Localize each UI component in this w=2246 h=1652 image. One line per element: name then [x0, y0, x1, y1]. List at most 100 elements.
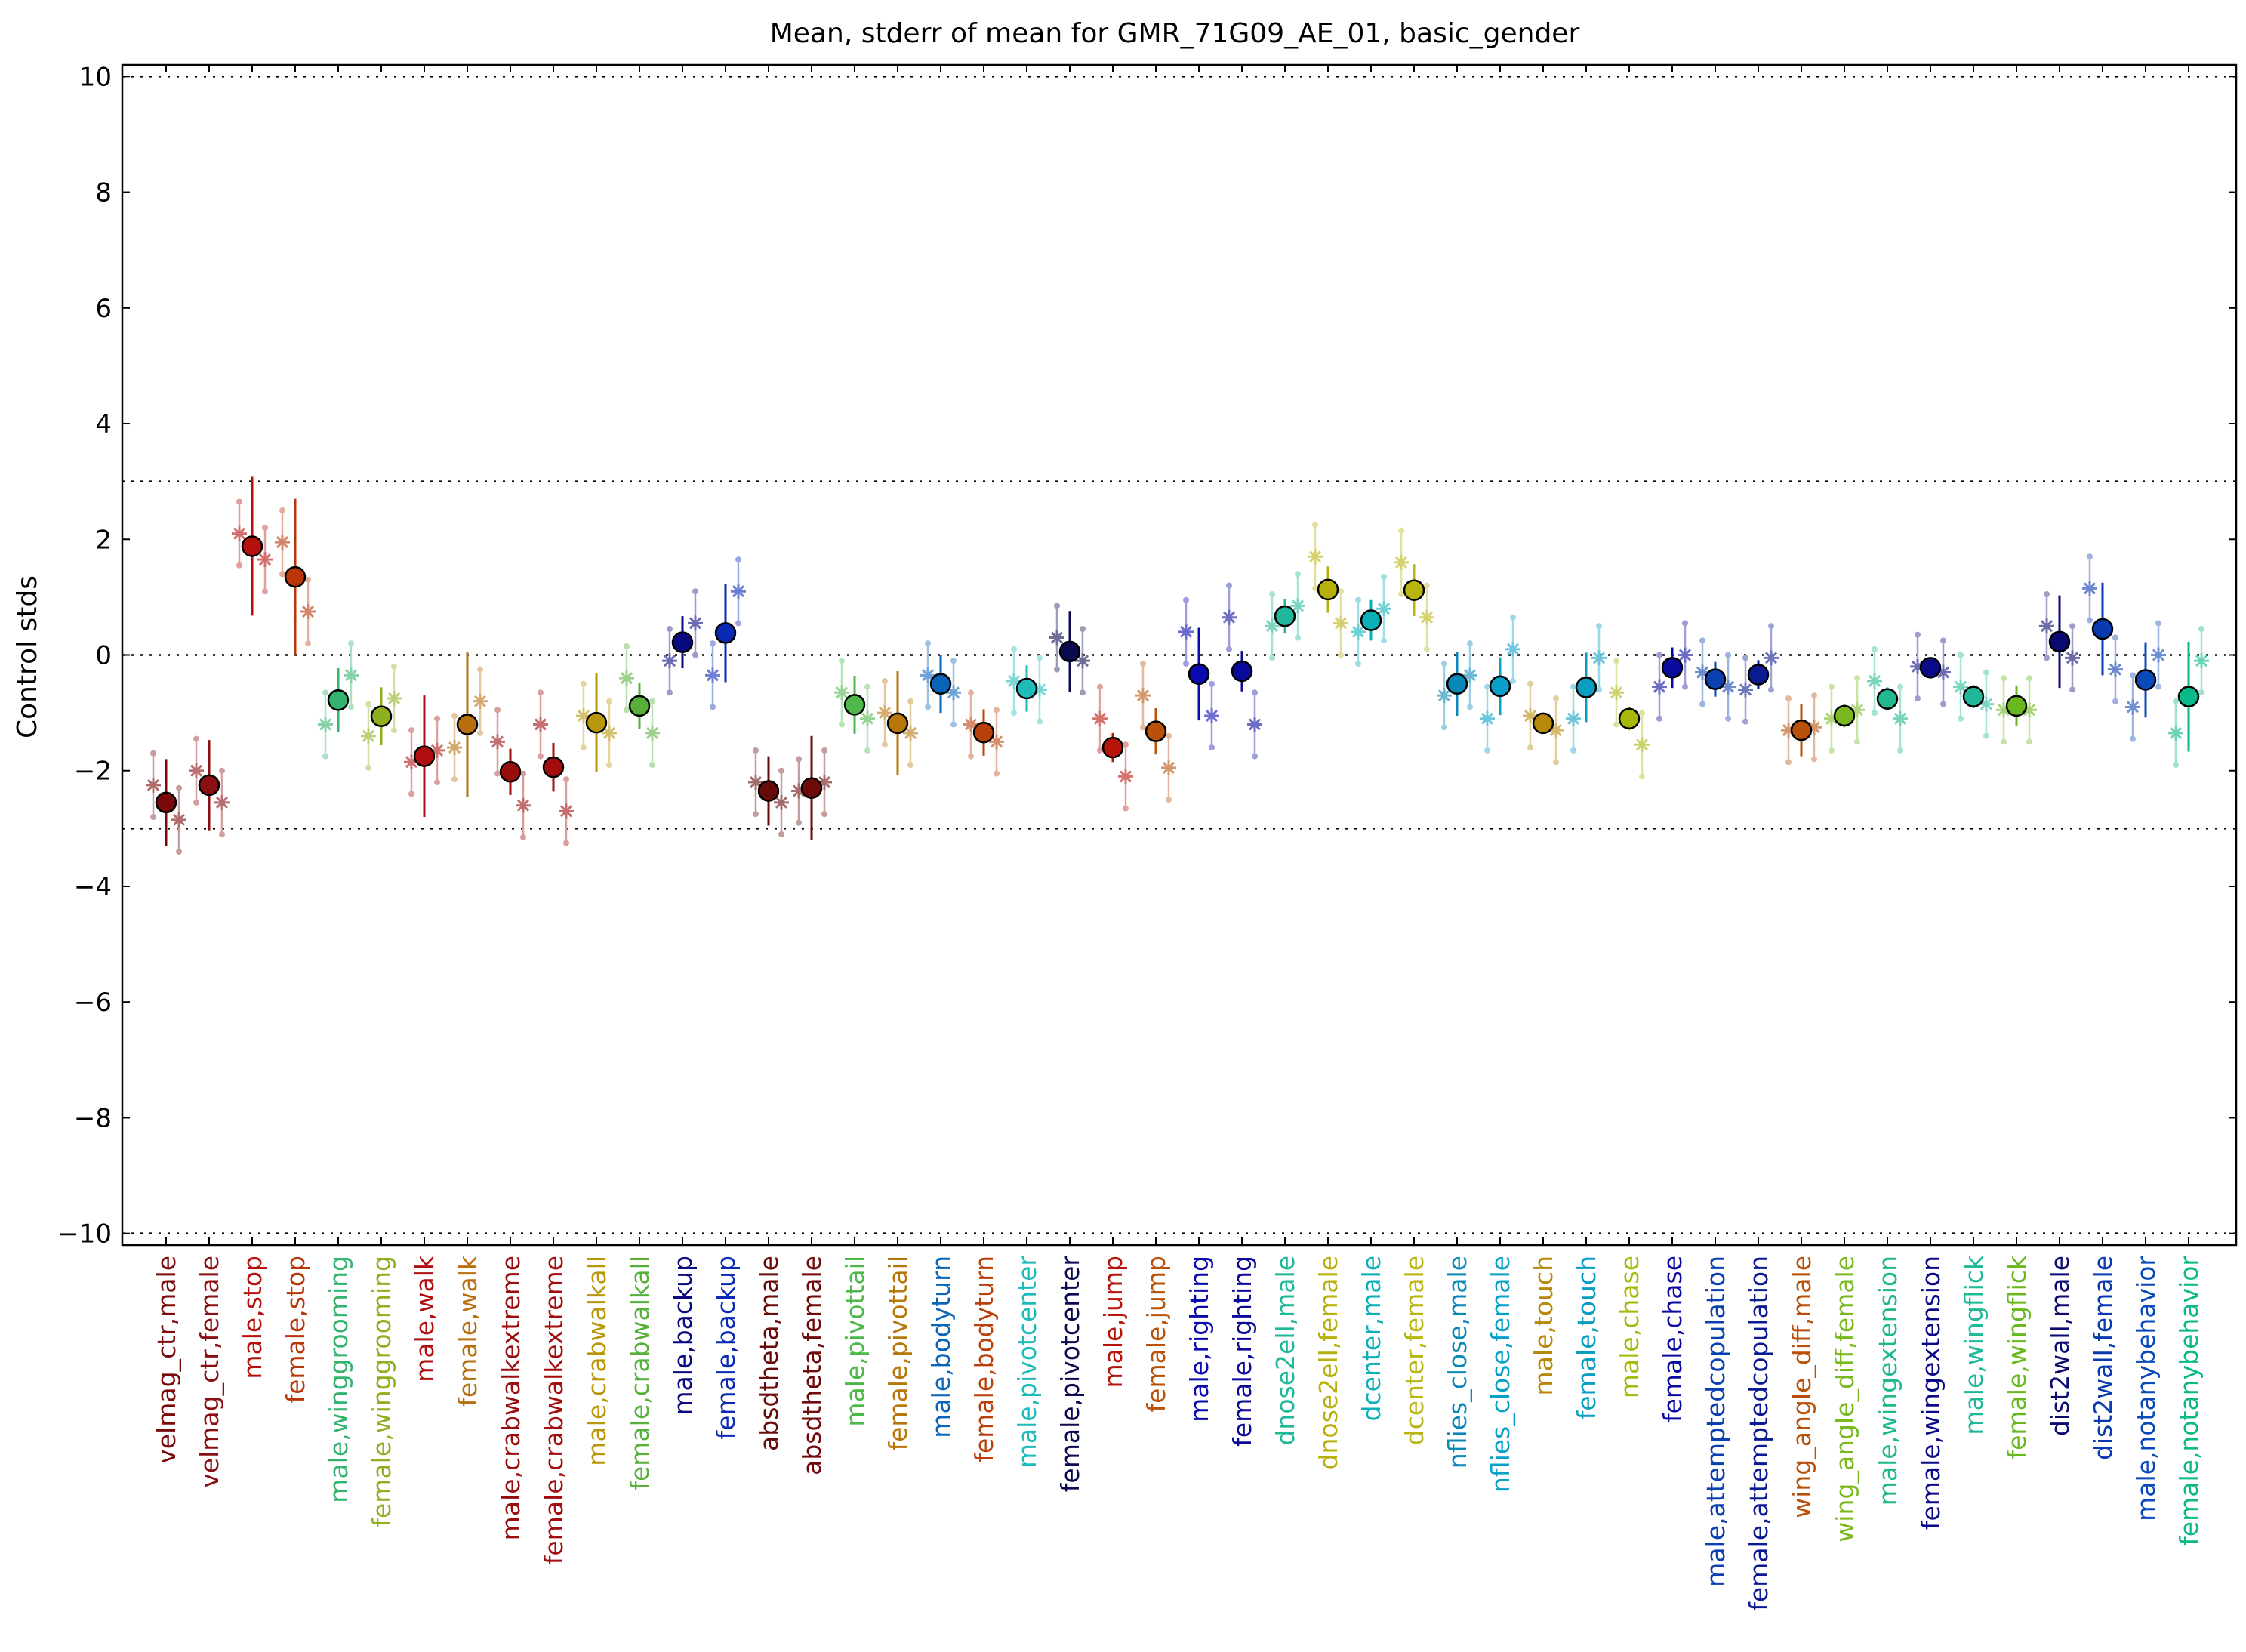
star-errorbar-cap: [408, 791, 414, 797]
star-marker: [1505, 641, 1520, 657]
star-marker: [533, 717, 548, 732]
mean-point: [2005, 695, 2028, 717]
star-errorbar-cap: [649, 698, 655, 704]
star-marker: [731, 584, 746, 599]
x-tick-label: male,touch: [1529, 1256, 1558, 1395]
star-marker: [361, 728, 376, 744]
star-errorbar-cap: [1854, 738, 1860, 745]
x-tick-label: male,attemptedcopulation: [1701, 1256, 1730, 1587]
mean-point: [1058, 640, 1081, 663]
star-errorbar-cap: [1183, 596, 1189, 603]
y-tick-label: 0: [95, 641, 112, 671]
star-errorbar-cap: [2112, 634, 2118, 641]
mean-point: [155, 791, 177, 814]
star-marker: [1850, 702, 1865, 718]
star-marker: [791, 783, 806, 799]
star-marker: [1634, 737, 1650, 753]
star-marker: [1290, 598, 1305, 614]
star-marker: [318, 717, 333, 732]
star-errorbar-cap: [1054, 666, 1060, 673]
star-errorbar-cap: [1484, 683, 1490, 690]
mean-point: [1489, 675, 1511, 698]
x-tick-label: female,jump: [1141, 1256, 1171, 1412]
star-errorbar-cap: [968, 689, 974, 696]
x-tick-label: male,walk: [410, 1255, 439, 1382]
star-marker: [1591, 650, 1607, 666]
star-errorbar-cap: [882, 741, 888, 748]
star-errorbar-cap: [1570, 683, 1576, 690]
x-tick-label: dist2wall,male: [2045, 1256, 2075, 1436]
star-errorbar-cap: [1123, 805, 1129, 812]
star-errorbar-cap: [2087, 553, 2093, 560]
star-errorbar-cap: [1209, 744, 1215, 751]
star-errorbar-cap: [2173, 762, 2179, 769]
mean-point: [886, 712, 909, 735]
star-errorbar-cap: [1166, 797, 1172, 803]
star-errorbar-cap: [279, 571, 285, 578]
star-errorbar-cap: [1682, 620, 1688, 627]
star-errorbar-cap: [1854, 675, 1860, 682]
star-marker: [2108, 661, 2123, 677]
mean-point: [2134, 669, 2157, 691]
star-errorbar-cap: [1897, 747, 1903, 754]
mean-point: [456, 714, 479, 735]
star-errorbar-cap: [150, 750, 156, 757]
star-errorbar-cap: [606, 698, 612, 704]
mean-point: [2048, 630, 2071, 653]
star-errorbar-cap: [1639, 710, 1645, 717]
star-marker: [989, 734, 1004, 750]
star-marker: [946, 685, 961, 701]
star-marker: [1979, 696, 1994, 712]
star-errorbar-cap: [219, 767, 225, 774]
x-tick-label: male,crabwalkall: [582, 1256, 612, 1466]
star-errorbar-cap: [193, 799, 199, 806]
star-marker: [688, 615, 703, 631]
plot-frame: [121, 63, 2238, 1247]
star-errorbar-cap: [1983, 669, 1989, 676]
y-tick-label: 6: [95, 294, 112, 324]
star-errorbar-cap: [2001, 675, 2007, 682]
star-errorbar-cap: [434, 779, 440, 786]
star-errorbar-cap: [581, 680, 587, 687]
star-marker: [1351, 624, 1366, 640]
star-errorbar-cap: [839, 721, 845, 728]
x-tick-label: male,backup: [668, 1256, 698, 1416]
mean-point: [1532, 712, 1554, 735]
star-errorbar-cap: [2026, 738, 2032, 745]
mean-point: [1747, 664, 1770, 686]
mean-point: [1274, 605, 1296, 627]
mean-point: [1876, 688, 1899, 710]
star-errorbar-cap: [1080, 626, 1086, 633]
star-errorbar-cap: [305, 640, 311, 647]
star-errorbar-cap: [2198, 626, 2204, 633]
star-errorbar-cap: [1054, 603, 1060, 609]
star-errorbar-cap: [236, 562, 242, 569]
x-tick-label: male,jump: [1098, 1256, 1128, 1388]
star-errorbar-cap: [1312, 522, 1318, 529]
star-marker: [1032, 682, 1047, 698]
star-errorbar-cap: [1381, 574, 1387, 581]
x-tick-label: female,stop: [281, 1256, 310, 1404]
star-errorbar-cap: [796, 756, 802, 763]
star-marker: [1953, 679, 1968, 695]
star-errorbar-cap: [2130, 672, 2136, 679]
star-errorbar-cap: [1252, 753, 1258, 760]
star-errorbar-cap: [494, 770, 501, 777]
mean-point: [542, 756, 565, 778]
star-errorbar-cap: [1381, 637, 1387, 644]
star-errorbar-cap: [348, 704, 354, 710]
x-tick-label: absdtheta,female: [797, 1256, 827, 1475]
star-errorbar-cap: [1613, 658, 1619, 664]
star-errorbar-cap: [692, 652, 698, 658]
star-marker: [860, 710, 875, 726]
star-errorbar-cap: [1656, 652, 1662, 658]
star-errorbar-cap: [1355, 596, 1361, 603]
star-errorbar-cap: [581, 744, 587, 751]
star-errorbar-cap: [1768, 623, 1774, 630]
mean-point: [241, 535, 263, 557]
star-errorbar-cap: [262, 588, 268, 595]
star-errorbar-cap: [1510, 614, 1516, 621]
star-errorbar-cap: [1613, 721, 1619, 728]
star-marker: [1161, 760, 1176, 775]
y-tick-label: 4: [95, 409, 112, 439]
